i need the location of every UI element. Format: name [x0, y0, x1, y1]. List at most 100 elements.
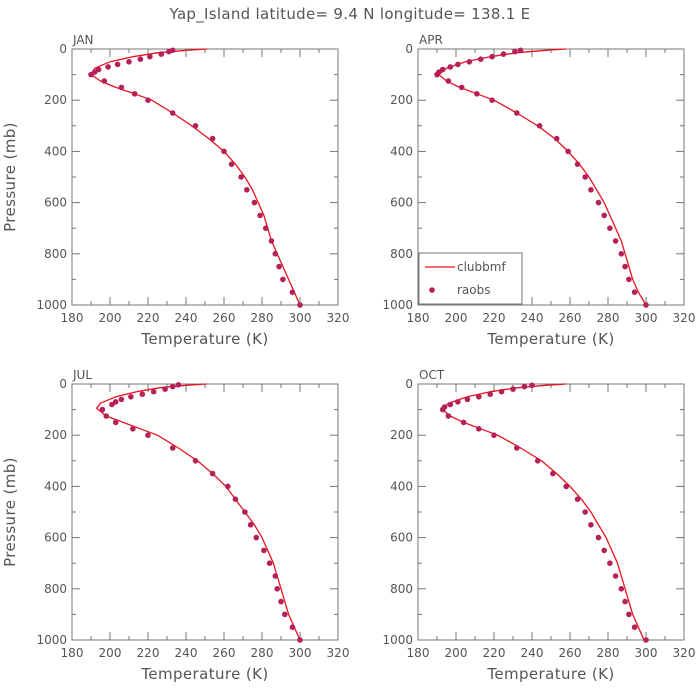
x-tick-label: 180: [407, 646, 430, 660]
data-point-raobs: [128, 394, 134, 400]
data-point-raobs: [238, 174, 244, 180]
x-tick-label: 180: [407, 311, 430, 325]
data-point-raobs: [489, 53, 495, 60]
data-point-raobs: [103, 413, 109, 419]
plot-frame: [71, 48, 339, 306]
data-point-raobs: [631, 289, 638, 296]
data-point-raobs: [114, 61, 121, 68]
data-point-raobs: [242, 509, 248, 515]
x-tick-label: 280: [597, 311, 620, 325]
panel-oct: 180 200 220 240 260 280 300 320 0 200 400 600 800 100…: [382, 368, 695, 683]
data-point-raobs: [280, 276, 286, 283]
data-point-raobs: [487, 391, 494, 398]
data-point-raobs: [618, 251, 625, 257]
data-point-raobs: [263, 225, 269, 231]
y-tick-label: 1000: [382, 298, 413, 312]
y-tick-label: 400: [44, 479, 67, 493]
data-point-raobs: [612, 238, 619, 244]
legend-label: clubbmf: [457, 260, 506, 274]
x-axis-label: Temperature (K): [140, 330, 268, 348]
y-tick-label: 1000: [36, 298, 67, 312]
data-point-raobs: [622, 598, 628, 605]
data-point-raobs: [150, 388, 157, 395]
y-tick-label: 200: [44, 93, 67, 107]
y-tick-label: 800: [390, 582, 413, 596]
x-tick-label: 260: [213, 311, 236, 325]
data-point-raobs: [447, 401, 454, 408]
data-point-raobs: [118, 84, 125, 91]
data-point-raobs: [595, 534, 602, 541]
data-point-raobs: [626, 276, 632, 283]
y-tick-label: 600: [390, 531, 413, 545]
data-point-raobs: [498, 388, 505, 395]
data-point-raobs: [257, 212, 263, 219]
data-point-raobs: [137, 56, 144, 62]
y-tick-label: 800: [390, 247, 413, 261]
data-point-raobs: [563, 483, 569, 490]
x-tick-label: 280: [597, 646, 620, 660]
x-tick-label: 320: [327, 646, 350, 660]
data-point-raobs: [582, 509, 588, 515]
data-point-raobs: [109, 401, 115, 408]
figure-title: Yap_Island latitude= 9.4 N longitude= 13…: [169, 5, 531, 24]
x-tick-label: 200: [445, 311, 468, 325]
data-point-raobs: [192, 123, 199, 129]
data-point-raobs: [247, 522, 254, 528]
data-point-raobs: [192, 458, 199, 464]
data-point-raobs: [643, 302, 649, 308]
x-tick-label: 300: [289, 311, 312, 325]
data-point-raobs: [276, 263, 282, 270]
data-point-raobs: [434, 71, 440, 78]
y-axis-label: Pressure (mb): [1, 457, 19, 567]
data-point-raobs: [622, 263, 628, 270]
x-tick-label: 200: [99, 311, 122, 325]
data-point-raobs: [169, 110, 176, 116]
data-point-raobs: [512, 48, 518, 55]
data-point-raobs: [253, 534, 260, 541]
data-point-raobs: [228, 161, 235, 167]
data-point-raobs: [601, 212, 607, 219]
y-tick-label: 400: [390, 144, 413, 158]
data-point-raobs: [139, 391, 146, 398]
data-point-raobs: [601, 547, 607, 554]
y-tick-label: 600: [390, 196, 413, 210]
legend-swatch-dot: [429, 287, 435, 293]
data-point-raobs: [251, 199, 258, 206]
y-tick-label: 600: [44, 531, 67, 545]
y-tick-label: 0: [405, 42, 413, 56]
series-line-clubbmf: [96, 383, 301, 641]
legend: clubbmf raobs: [418, 252, 523, 305]
data-point-raobs: [476, 426, 482, 432]
data-point-raobs: [460, 419, 467, 426]
data-point-raobs: [445, 78, 452, 84]
panel-title: OCT: [419, 368, 445, 382]
y-tick-label: 400: [390, 479, 413, 493]
y-tick-label: 400: [44, 144, 67, 158]
data-point-raobs: [272, 251, 279, 257]
x-tick-label: 320: [673, 311, 696, 325]
data-point-raobs: [274, 586, 281, 592]
data-point-raobs: [439, 406, 446, 413]
x-tick-label: 300: [635, 311, 658, 325]
x-tick-label: 200: [445, 646, 468, 660]
panel-title: JUL: [72, 368, 92, 382]
data-point-raobs: [147, 53, 153, 60]
data-point-raobs: [297, 302, 303, 308]
data-point-raobs: [574, 496, 581, 503]
y-tick-label: 200: [390, 428, 413, 442]
data-point-raobs: [607, 560, 613, 566]
data-point-raobs: [565, 148, 571, 155]
x-tick-label: 220: [137, 311, 160, 325]
data-point-raobs: [626, 611, 632, 618]
data-point-raobs: [266, 560, 273, 566]
data-point-raobs: [455, 399, 461, 405]
data-point-raobs: [99, 406, 106, 413]
x-tick-label: 240: [175, 646, 198, 660]
data-point-raobs: [517, 47, 524, 54]
x-tick-label: 260: [559, 311, 582, 325]
x-tick-label: 260: [213, 646, 236, 660]
data-point-raobs: [489, 97, 495, 103]
panel-jul: 180 200 220 240 260 280 300 320 0 200 400 600 800 100…: [1, 368, 349, 683]
data-point-raobs: [510, 386, 516, 392]
data-point-raobs: [209, 470, 216, 477]
